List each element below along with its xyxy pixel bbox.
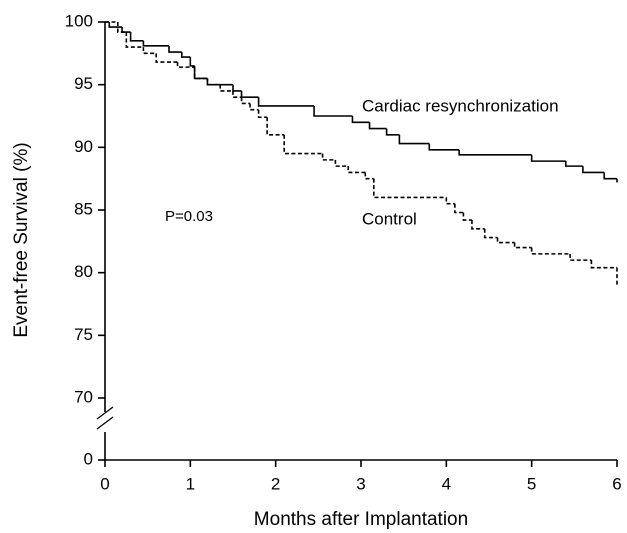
- survival-step: [257, 109, 268, 119]
- survival-step: [181, 52, 191, 58]
- survival-step: [206, 78, 233, 86]
- y-tick-label: 70: [74, 387, 93, 406]
- x-tick-label: 5: [527, 474, 536, 493]
- survival-step: [513, 242, 532, 249]
- survival-step: [266, 117, 285, 136]
- survival-step: [189, 57, 195, 67]
- axis-break: [96, 406, 114, 430]
- survival-step: [428, 143, 460, 151]
- survival-step: [206, 78, 221, 86]
- survival-step: [168, 45, 182, 53]
- survival-step: [462, 212, 472, 221]
- survival-step: [496, 237, 515, 244]
- survival-step: [445, 197, 455, 205]
- survival-step: [232, 90, 242, 98]
- annotation: P=0.03: [165, 208, 213, 225]
- survival-step: [454, 203, 464, 214]
- y-tick-label: 85: [74, 199, 93, 218]
- survival-step: [471, 220, 485, 230]
- survival-step: [373, 178, 447, 199]
- survival-step: [129, 32, 144, 42]
- axes: [104, 22, 617, 461]
- y-tick-label: 90: [74, 137, 93, 156]
- survival-step: [458, 149, 532, 156]
- survival-step: [603, 172, 617, 180]
- survival-step: [483, 228, 498, 239]
- annotation: Control: [362, 209, 417, 228]
- survival-step: [219, 84, 233, 92]
- survival-step: [368, 122, 387, 130]
- annotation: Cardiac resynchronization: [362, 96, 559, 115]
- survival-step: [530, 247, 571, 255]
- y-tick-label: 0: [84, 449, 93, 468]
- y-tick-label: 80: [74, 262, 93, 281]
- x-tick-label: 1: [186, 474, 195, 493]
- survival-step: [351, 116, 370, 124]
- x-tick-label: 0: [100, 474, 109, 493]
- survival-step: [347, 166, 366, 174]
- survival-step: [398, 134, 430, 145]
- survival-step: [142, 47, 157, 55]
- survival-step: [108, 22, 123, 28]
- survival-step: [142, 40, 169, 47]
- survival-step: [565, 161, 583, 167]
- survival-step: [155, 53, 178, 63]
- survival-step: [321, 153, 336, 161]
- survival-step: [193, 67, 208, 80]
- survival-step: [334, 159, 349, 167]
- y-tick-label: 95: [74, 74, 93, 93]
- x-tick-label: 6: [612, 474, 621, 493]
- survival-step: [176, 62, 195, 68]
- x-axis-label: Months after Implantation: [254, 509, 468, 530]
- y-axis-label: Event-free Survival (%): [11, 142, 32, 337]
- y-tick-label: 75: [74, 325, 93, 344]
- survival-step: [232, 84, 242, 92]
- survival-step: [257, 97, 315, 107]
- y-tick-label: 100: [65, 11, 93, 30]
- survival-step: [240, 97, 251, 105]
- survival-step: [117, 22, 127, 33]
- survival-step: [193, 65, 208, 80]
- survival-step: [569, 253, 592, 261]
- survival-step: [590, 260, 617, 269]
- survival-step: [283, 134, 323, 155]
- x-tick-label: 2: [271, 474, 280, 493]
- x-tick-label: 4: [442, 474, 451, 493]
- survival-step: [364, 172, 374, 180]
- survival-step: [530, 154, 566, 162]
- x-tick-label: 3: [356, 474, 365, 493]
- survival-step: [249, 103, 259, 111]
- survival-step: [582, 166, 605, 174]
- survival-step: [313, 105, 353, 117]
- survival-step: [125, 32, 144, 48]
- survival-step: [385, 128, 400, 136]
- survival-step: [240, 90, 259, 98]
